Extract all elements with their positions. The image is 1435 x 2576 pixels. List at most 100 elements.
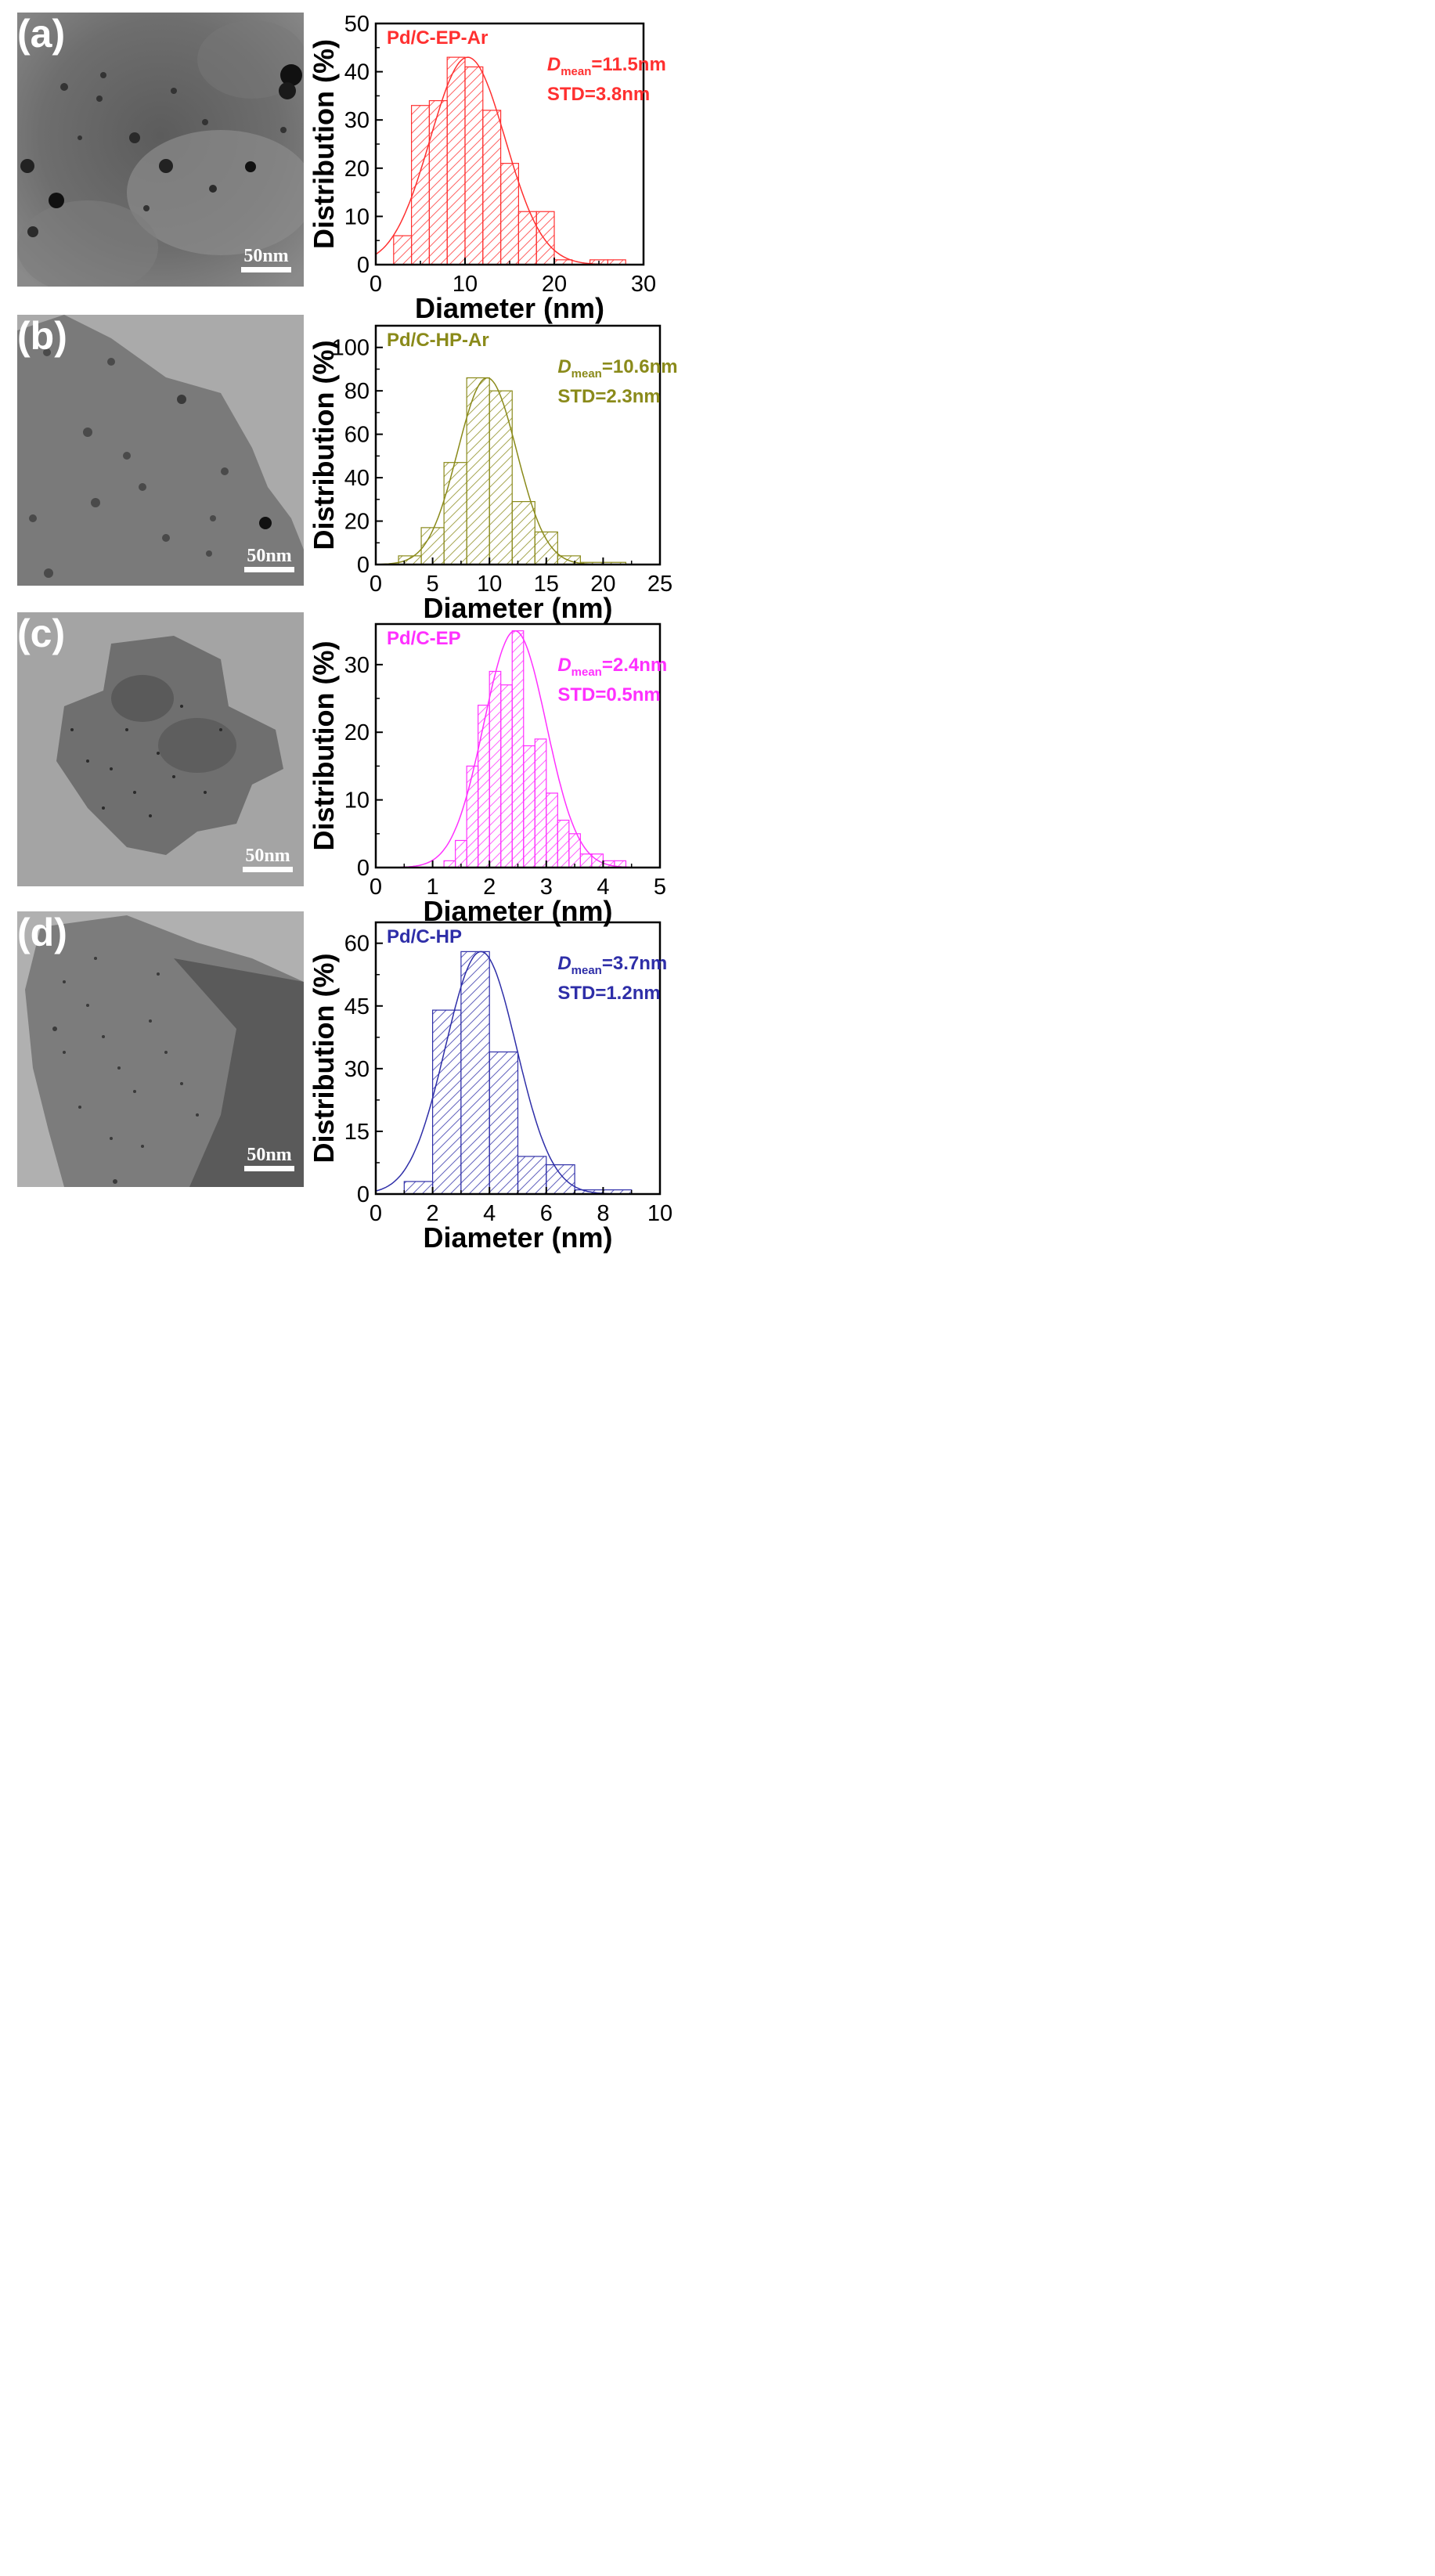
y-axis-label: Distribution (%) bbox=[308, 39, 340, 249]
tem-image-a: 50nm bbox=[17, 13, 304, 287]
bar bbox=[534, 738, 547, 868]
bar bbox=[410, 105, 430, 265]
tem-image-c: 50nm bbox=[17, 612, 304, 886]
x-tick-label: 15 bbox=[534, 572, 559, 597]
x-tick-label: 3 bbox=[540, 875, 553, 900]
bar bbox=[511, 500, 535, 565]
y-tick-label: 80 bbox=[344, 379, 370, 404]
y-tick-label: 0 bbox=[357, 856, 370, 881]
histogram-a: 0 10 20 30 0 10 20 30 40 50 Diameter (nm) Distribut… bbox=[308, 12, 666, 324]
sample-name-label: Pd/C-EP-Ar bbox=[387, 27, 488, 49]
bar bbox=[500, 684, 513, 868]
dmean-value: =10.6nm bbox=[602, 356, 678, 377]
std-annotation: STD=3.8nm bbox=[547, 84, 650, 105]
gaussian-fit-line bbox=[376, 630, 660, 868]
scale-bar-label-a: 50nm bbox=[243, 246, 288, 266]
tem-image-d: 50nm bbox=[17, 911, 304, 1187]
x-tick-label: 6 bbox=[540, 1201, 553, 1226]
dmean-subscript: mean bbox=[571, 367, 602, 381]
sample-name-label: Pd/C-HP-Ar bbox=[387, 330, 489, 351]
std-annotation: STD=0.5nm bbox=[557, 684, 660, 705]
x-tick-label: 2 bbox=[483, 875, 496, 900]
dmean-value: =3.7nm bbox=[602, 953, 667, 974]
bar bbox=[489, 670, 502, 868]
panel-label-c: (c) bbox=[17, 612, 66, 655]
y-tick-label: 20 bbox=[344, 157, 370, 182]
dmean-subscript: mean bbox=[561, 65, 591, 78]
y-tick-label: 60 bbox=[344, 932, 370, 957]
x-tick-label: 0 bbox=[370, 572, 382, 597]
bar bbox=[464, 66, 484, 265]
y-tick-label: 30 bbox=[344, 1057, 370, 1082]
x-axis-label: Diameter (nm) bbox=[415, 292, 604, 324]
x-tick-label: 5 bbox=[654, 875, 666, 900]
bar bbox=[431, 1009, 462, 1195]
x-tick-label: 10 bbox=[452, 272, 478, 297]
bar bbox=[517, 1156, 547, 1195]
bar bbox=[403, 1181, 434, 1195]
x-tick-label: 30 bbox=[631, 272, 656, 297]
bar bbox=[466, 377, 490, 565]
dmean-subscript: mean bbox=[571, 964, 602, 977]
x-tick-label: 25 bbox=[647, 572, 672, 597]
y-tick-label: 10 bbox=[344, 204, 370, 229]
y-tick-label: 45 bbox=[344, 994, 370, 1019]
sample-name-label: Pd/C-EP bbox=[387, 628, 461, 649]
bar bbox=[489, 1051, 519, 1195]
bar bbox=[446, 56, 466, 265]
bar bbox=[478, 705, 490, 868]
bar bbox=[455, 839, 467, 868]
bar bbox=[546, 792, 558, 868]
std-annotation: STD=2.3nm bbox=[557, 386, 660, 407]
dmean-annotation: Dmean=10.6nm bbox=[557, 356, 677, 381]
bar bbox=[443, 860, 456, 868]
y-tick-label: 20 bbox=[344, 720, 370, 745]
y-tick-label: 15 bbox=[344, 1120, 370, 1145]
x-tick-label: 10 bbox=[477, 572, 502, 597]
x-tick-label: 2 bbox=[427, 1201, 439, 1226]
dmean-symbol: D bbox=[547, 54, 561, 75]
bar bbox=[535, 211, 555, 265]
tem-image-b: 50nm bbox=[17, 315, 304, 586]
y-axis-label: Distribution (%) bbox=[308, 954, 340, 1164]
x-tick-label: 10 bbox=[647, 1201, 672, 1226]
y-tick-label: 30 bbox=[344, 653, 370, 678]
bar bbox=[398, 555, 422, 565]
x-tick-label: 20 bbox=[590, 572, 615, 597]
y-tick-label: 20 bbox=[344, 510, 370, 535]
dmean-symbol: D bbox=[557, 655, 571, 676]
x-axis-label: Diameter (nm) bbox=[423, 592, 612, 624]
dmean-value: =2.4nm bbox=[602, 655, 667, 676]
x-tick-label: 8 bbox=[597, 1201, 609, 1226]
bar bbox=[393, 235, 413, 265]
dmean-subscript: mean bbox=[571, 666, 602, 679]
dmean-annotation: Dmean=3.7nm bbox=[557, 953, 667, 977]
bar bbox=[523, 745, 535, 868]
x-tick-label: 0 bbox=[370, 1201, 382, 1226]
y-tick-label: 0 bbox=[357, 1182, 370, 1207]
tem-micrograph-c: 50nm bbox=[17, 612, 304, 886]
y-tick-label: 50 bbox=[344, 12, 370, 37]
bar bbox=[428, 99, 448, 265]
bar bbox=[489, 390, 513, 565]
x-tick-label: 4 bbox=[483, 1201, 496, 1226]
scale-bar-label-b: 50nm bbox=[247, 546, 291, 566]
panel-label-a: (a) bbox=[17, 12, 66, 56]
bar bbox=[466, 765, 479, 868]
histogram-d: 0 2 4 6 8 10 0 15 30 45 60 Diameter (nm) Distributio… bbox=[308, 921, 672, 1254]
tem-micrograph-d: 50nm bbox=[17, 911, 304, 1187]
x-tick-label: 0 bbox=[370, 272, 382, 297]
bar bbox=[579, 853, 593, 868]
bar bbox=[511, 630, 525, 868]
x-tick-label: 0 bbox=[370, 875, 382, 900]
y-tick-label: 0 bbox=[357, 553, 370, 578]
bar bbox=[557, 819, 570, 868]
y-axis-label: Distribution (%) bbox=[308, 341, 340, 550]
y-axis-label: Distribution (%) bbox=[308, 641, 340, 851]
y-tick-label: 40 bbox=[344, 60, 370, 85]
dmean-symbol: D bbox=[557, 356, 571, 377]
y-tick-label: 40 bbox=[344, 466, 370, 491]
x-tick-label: 20 bbox=[542, 272, 567, 297]
